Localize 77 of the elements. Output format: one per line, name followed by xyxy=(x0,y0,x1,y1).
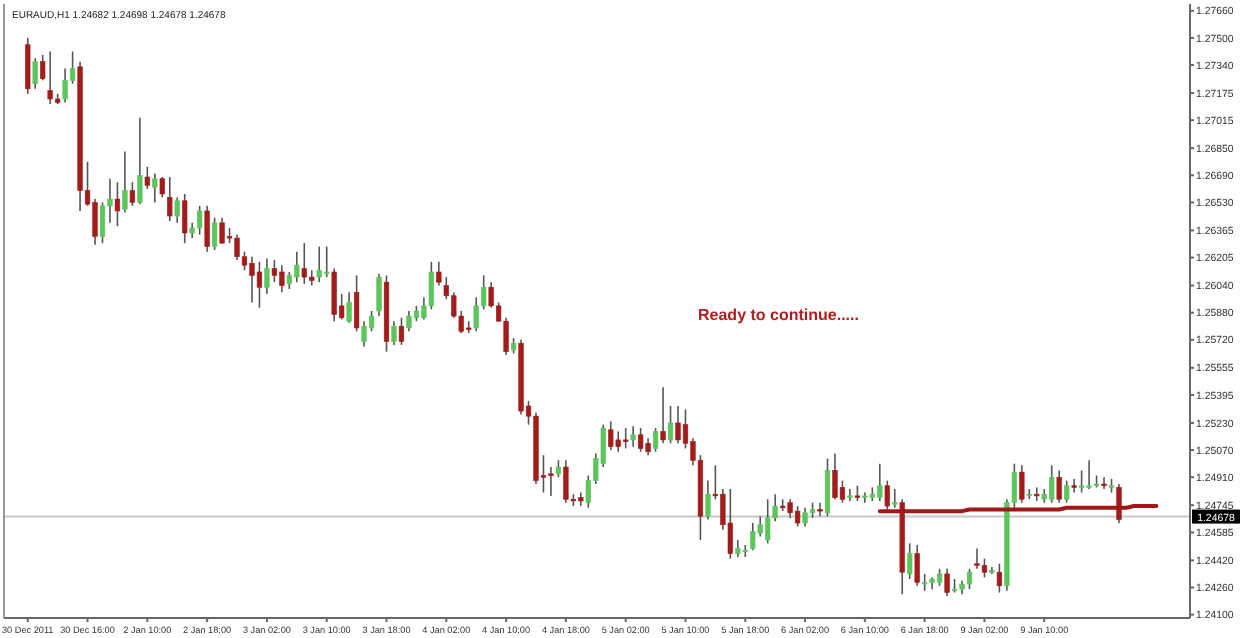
candlestick xyxy=(862,491,868,504)
candlestick xyxy=(824,457,831,518)
candlestick xyxy=(1019,464,1025,504)
candlestick xyxy=(256,261,263,309)
candlestick xyxy=(234,233,240,261)
candlestick xyxy=(197,205,203,236)
candlestick xyxy=(765,498,771,545)
candlestick xyxy=(974,547,980,570)
candlestick xyxy=(847,488,853,502)
candlestick xyxy=(361,320,367,348)
candlestick xyxy=(1079,469,1085,494)
candlestick xyxy=(25,37,31,95)
candlestick xyxy=(630,425,636,448)
candlestick xyxy=(219,216,225,244)
annotation: Ready to continue..... xyxy=(698,306,859,324)
candlestick xyxy=(787,498,793,519)
candlestick xyxy=(914,544,920,587)
candlestick xyxy=(152,172,158,204)
candlestick xyxy=(615,430,621,453)
candlestick xyxy=(667,405,674,445)
candlestick xyxy=(271,259,278,283)
candlestick xyxy=(944,568,950,597)
candlestick xyxy=(1064,479,1070,504)
candlestick xyxy=(1086,459,1092,490)
candlestick xyxy=(174,196,180,224)
candlestick xyxy=(114,181,121,227)
candlestick xyxy=(32,57,38,90)
candlestick xyxy=(324,245,330,278)
candlestick xyxy=(660,386,666,445)
candlestick xyxy=(406,310,412,333)
candlestick xyxy=(892,488,898,509)
candlestick xyxy=(907,542,913,580)
candlestick xyxy=(92,198,98,246)
candlestick xyxy=(832,452,838,501)
candlestick xyxy=(966,568,973,590)
candlestick xyxy=(398,316,405,346)
candlestick xyxy=(623,427,629,450)
candlestick xyxy=(802,506,808,528)
candlestick xyxy=(794,505,801,528)
candlestick xyxy=(1101,476,1107,490)
candlestick xyxy=(817,501,823,518)
candlestick xyxy=(1071,478,1077,494)
candlestick xyxy=(608,420,614,451)
candlestick xyxy=(1049,464,1055,504)
candlestick xyxy=(264,257,270,295)
candlestick xyxy=(877,462,883,502)
candlestick xyxy=(1056,469,1062,504)
candlestick xyxy=(137,116,143,205)
candlestick xyxy=(742,544,748,558)
candlestick xyxy=(47,50,53,105)
candlestick xyxy=(294,250,300,283)
candlestick xyxy=(428,261,434,311)
candlestick xyxy=(62,67,68,104)
candlestick xyxy=(129,181,135,207)
candlestick xyxy=(1034,486,1040,502)
candlestick xyxy=(167,176,173,222)
candlestick xyxy=(99,201,106,244)
candlestick xyxy=(346,291,352,324)
candlestick xyxy=(122,150,128,214)
candlestick xyxy=(675,405,681,445)
candlestick xyxy=(727,488,733,560)
candlestick xyxy=(705,479,711,521)
candlestick xyxy=(563,459,569,504)
candlestick xyxy=(144,166,150,190)
candlestick xyxy=(996,562,1003,594)
candlestick xyxy=(159,176,165,199)
candlestick xyxy=(249,255,255,304)
candlestick xyxy=(204,205,210,253)
candlestick xyxy=(301,242,307,285)
candlestick xyxy=(638,427,644,453)
candlestick xyxy=(316,245,322,283)
candlestick xyxy=(391,320,397,346)
candlestick xyxy=(279,264,285,294)
candlestick xyxy=(211,216,218,251)
candlestick xyxy=(182,193,188,244)
candlestick xyxy=(548,466,554,497)
candlestick xyxy=(750,522,756,551)
